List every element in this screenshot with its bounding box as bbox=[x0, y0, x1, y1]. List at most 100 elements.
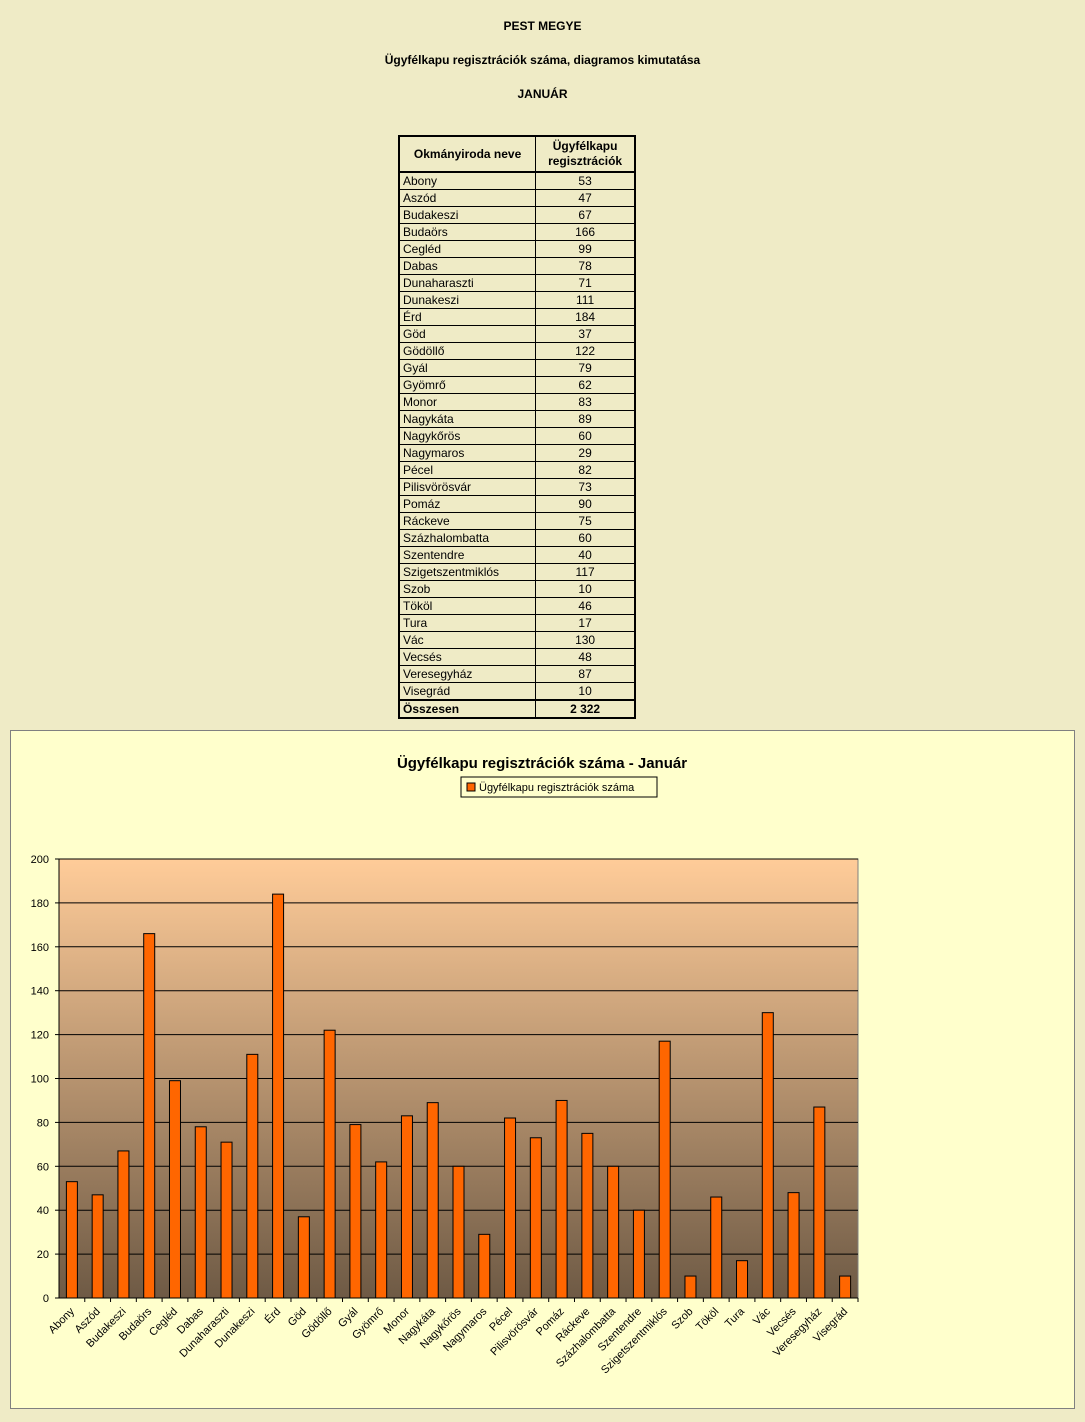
table-row: Gödöllő 122 bbox=[398, 342, 636, 360]
registrations-cell: 99 bbox=[535, 240, 636, 258]
y-tick-label: 20 bbox=[37, 1249, 49, 1261]
legend-label: Ügyfélkapu regisztrációk száma bbox=[479, 782, 635, 794]
bar bbox=[91, 1194, 104, 1299]
registrations-cell: 111 bbox=[535, 291, 636, 309]
office-name-cell: Göd bbox=[398, 325, 537, 343]
office-name-cell: Nagykáta bbox=[398, 410, 537, 428]
bar bbox=[220, 1141, 233, 1299]
total-row: Összesen 2 322 bbox=[398, 699, 636, 719]
registrations-cell: 75 bbox=[535, 512, 636, 530]
bar bbox=[194, 1126, 207, 1299]
x-category-label: Érd bbox=[262, 1305, 283, 1326]
table-row: Pomáz 90 bbox=[398, 495, 636, 513]
registrations-cell: 60 bbox=[535, 529, 636, 547]
table-row: Tököl 46 bbox=[398, 597, 636, 615]
office-name-cell: Visegrád bbox=[398, 682, 537, 701]
bar bbox=[143, 933, 156, 1299]
bar bbox=[168, 1080, 181, 1299]
registrations-cell: 90 bbox=[535, 495, 636, 513]
office-name-cell: Dunakeszi bbox=[398, 291, 537, 309]
table-row: Gyál 79 bbox=[398, 359, 636, 377]
y-tick-label: 140 bbox=[31, 986, 49, 998]
office-name-cell: Dunaharaszti bbox=[398, 274, 537, 292]
y-tick-label: 200 bbox=[31, 854, 49, 866]
registrations-cell: 29 bbox=[535, 444, 636, 462]
registrations-cell: 78 bbox=[535, 257, 636, 275]
bar bbox=[555, 1099, 568, 1299]
office-name-cell: Cegléd bbox=[398, 240, 537, 258]
chart-area: Ügyfélkapu regisztrációk száma - Január … bbox=[10, 730, 1075, 1409]
y-tick-label: 100 bbox=[31, 1074, 49, 1086]
office-name-cell: Pomáz bbox=[398, 495, 537, 513]
table-row: Cegléd 99 bbox=[398, 240, 636, 258]
table-row: Százhalombatta 60 bbox=[398, 529, 636, 547]
bar bbox=[581, 1132, 594, 1299]
registrations-cell: 37 bbox=[535, 325, 636, 343]
office-name-header: Okmányiroda neve bbox=[398, 135, 537, 173]
month-title: JANUÁR bbox=[517, 87, 568, 101]
registrations-header: Ügyfélkapu regisztrációk bbox=[535, 135, 636, 173]
table-row: Göd 37 bbox=[398, 325, 636, 343]
y-tick-label: 0 bbox=[43, 1293, 49, 1305]
registrations-cell: 10 bbox=[535, 580, 636, 598]
registrations-cell: 10 bbox=[535, 682, 636, 701]
registrations-cell: 40 bbox=[535, 546, 636, 564]
county-title: PEST MEGYE bbox=[503, 19, 582, 33]
total-value: 2 322 bbox=[535, 699, 636, 719]
registrations-cell: 122 bbox=[535, 342, 636, 360]
bar bbox=[117, 1150, 130, 1299]
bar bbox=[504, 1117, 517, 1299]
bar bbox=[400, 1115, 413, 1299]
office-name-cell: Dabas bbox=[398, 257, 537, 275]
bar bbox=[684, 1275, 697, 1299]
office-name-cell: Veresegyház bbox=[398, 665, 537, 683]
registrations-cell: 17 bbox=[535, 614, 636, 632]
office-name-cell: Nagykőrös bbox=[398, 427, 537, 445]
table-row: Tura 17 bbox=[398, 614, 636, 632]
x-category-label: Vác bbox=[751, 1305, 773, 1327]
table-row: Abony 53 bbox=[398, 171, 636, 190]
bar bbox=[65, 1181, 78, 1299]
office-name-cell: Pilisvörösvár bbox=[398, 478, 537, 496]
bar bbox=[658, 1040, 671, 1299]
office-name-cell: Tura bbox=[398, 614, 537, 632]
registrations-table: Okmányiroda neve Ügyfélkapu regisztráció… bbox=[398, 135, 636, 719]
bar bbox=[761, 1012, 774, 1299]
table-row: Szigetszentmiklós 117 bbox=[398, 563, 636, 581]
office-name-cell: Gödöllő bbox=[398, 342, 537, 360]
office-name-cell: Szigetszentmiklós bbox=[398, 563, 537, 581]
table-row: Dabas 78 bbox=[398, 257, 636, 275]
table-row: Pécel 82 bbox=[398, 461, 636, 479]
x-category-label: Cegléd bbox=[147, 1306, 180, 1339]
table-header-row: Okmányiroda neve Ügyfélkapu regisztráció… bbox=[398, 135, 636, 173]
table-row: Veresegyház 87 bbox=[398, 665, 636, 683]
y-tick-label: 160 bbox=[31, 942, 49, 954]
registrations-cell: 48 bbox=[535, 648, 636, 666]
office-name-cell: Budaörs bbox=[398, 223, 537, 241]
table-row: Nagymaros 29 bbox=[398, 444, 636, 462]
office-name-cell: Vác bbox=[398, 631, 537, 649]
legend-swatch bbox=[466, 782, 476, 792]
office-name-cell: Aszód bbox=[398, 189, 537, 207]
x-category-label: Tura bbox=[723, 1305, 748, 1330]
table-row: Aszód 47 bbox=[398, 189, 636, 207]
office-name-cell: Abony bbox=[398, 171, 537, 190]
bar bbox=[272, 893, 285, 1299]
total-label: Összesen bbox=[398, 699, 537, 719]
registrations-cell: 71 bbox=[535, 274, 636, 292]
table-row: Visegrád 10 bbox=[398, 682, 636, 701]
registrations-cell: 47 bbox=[535, 189, 636, 207]
bar bbox=[349, 1124, 362, 1299]
office-name-cell: Szentendre bbox=[398, 546, 537, 564]
registrations-cell: 117 bbox=[535, 563, 636, 581]
legend: Ügyfélkapu regisztrációk száma bbox=[460, 776, 658, 798]
registrations-cell: 67 bbox=[535, 206, 636, 224]
table-row: Monor 83 bbox=[398, 393, 636, 411]
registrations-cell: 82 bbox=[535, 461, 636, 479]
registrations-cell: 62 bbox=[535, 376, 636, 394]
registrations-cell: 53 bbox=[535, 171, 636, 190]
y-tick-label: 80 bbox=[37, 1117, 49, 1129]
y-tick-label: 120 bbox=[31, 1030, 49, 1042]
x-category-label: Abony bbox=[46, 1305, 77, 1336]
table-row: Nagykőrös 60 bbox=[398, 427, 636, 445]
